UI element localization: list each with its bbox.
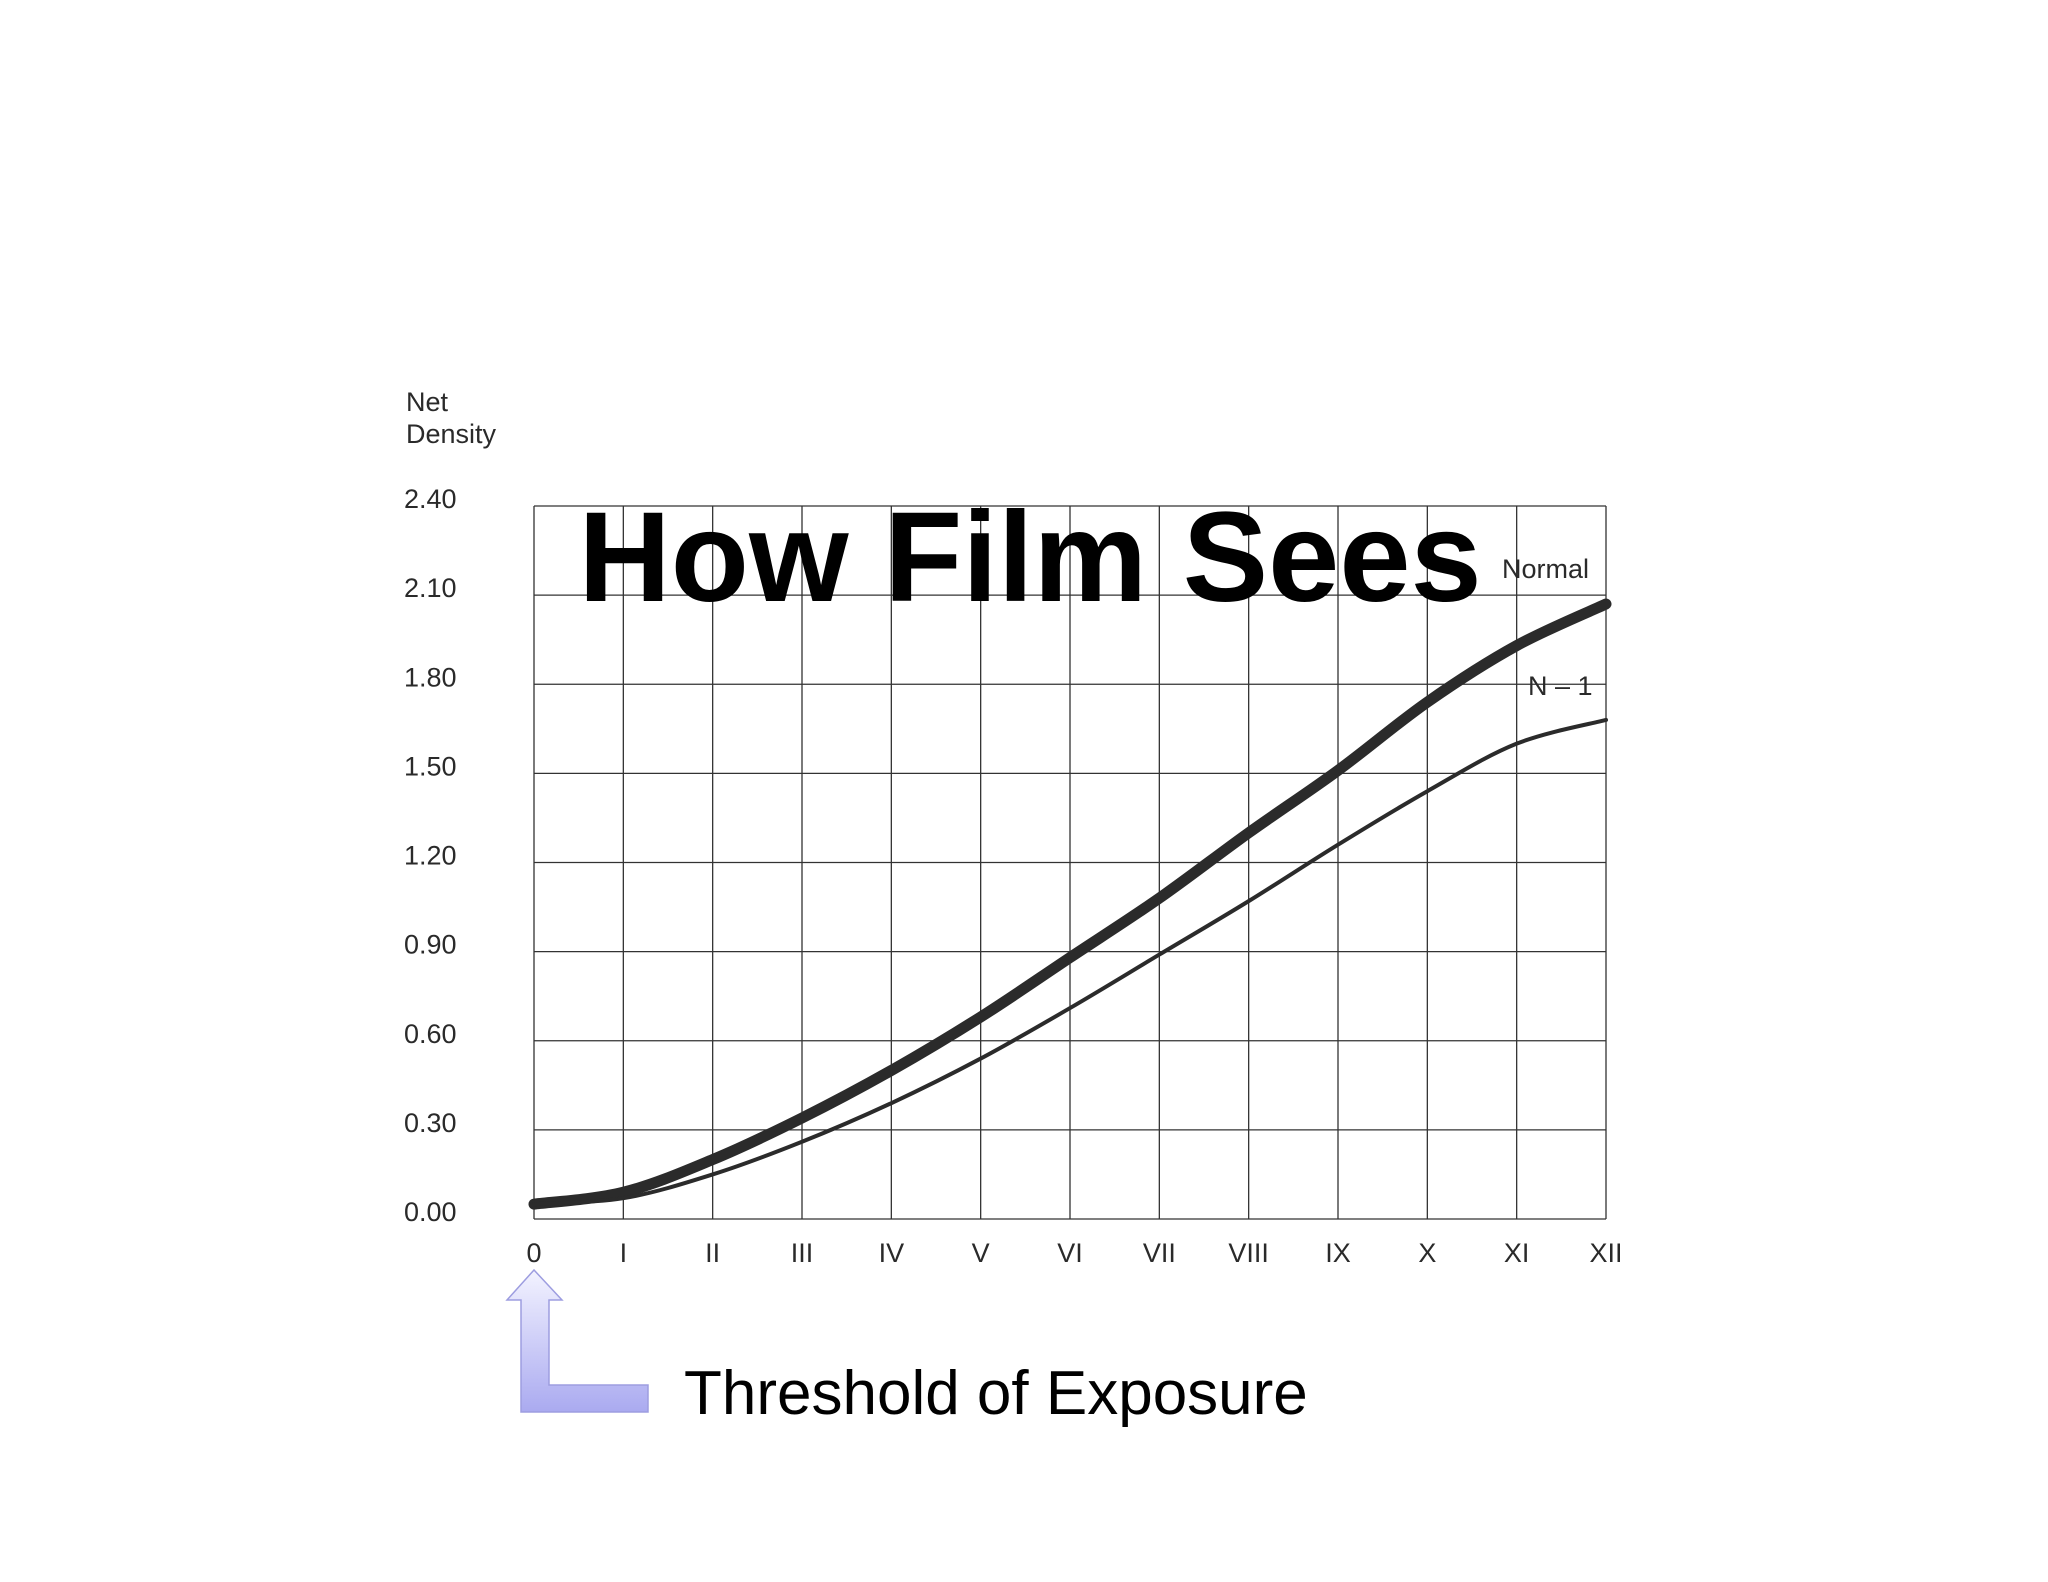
y-axis-title-line-1: Net <box>406 387 449 417</box>
x-tick-label: XII <box>1589 1238 1622 1268</box>
chart-title: How Film Sees <box>578 486 1481 629</box>
density-chart: Net Density 0.00 0.30 0.60 0.90 1.20 1.50 1.80… <box>404 387 1623 1268</box>
x-tick-label: X <box>1418 1238 1436 1268</box>
series-lines <box>528 598 1612 1210</box>
y-tick-label: 1.80 <box>404 662 457 692</box>
threshold-caption: Threshold of Exposure <box>684 1359 1308 1428</box>
x-tick-label: IX <box>1325 1238 1351 1268</box>
y-tick-label: 0.00 <box>404 1197 457 1227</box>
series-line-n-minus-1 <box>532 717 1608 1207</box>
x-tick-label: VIII <box>1228 1238 1269 1268</box>
series-line-normal <box>528 598 1612 1210</box>
series-label-n-minus-1: N – 1 <box>1528 671 1593 701</box>
y-tick-label: 1.50 <box>404 751 457 781</box>
x-tick-label: XI <box>1504 1238 1530 1268</box>
y-tick-labels: 0.00 0.30 0.60 0.90 1.20 1.50 1.80 2.10 2.40 <box>404 484 457 1227</box>
y-axis-title-line-2: Density <box>406 419 497 449</box>
y-tick-label: 0.60 <box>404 1019 457 1049</box>
x-tick-label: IV <box>879 1238 905 1268</box>
x-tick-label: III <box>791 1238 814 1268</box>
y-tick-label: 0.30 <box>404 1108 457 1138</box>
x-tick-label: II <box>705 1238 720 1268</box>
x-tick-label: VII <box>1143 1238 1176 1268</box>
y-tick-label: 2.10 <box>404 573 457 603</box>
y-tick-label: 0.90 <box>404 930 457 960</box>
up-arrow-icon <box>505 1268 649 1413</box>
x-tick-label: I <box>620 1238 628 1268</box>
y-tick-label: 2.40 <box>404 484 457 514</box>
x-tick-label: VI <box>1057 1238 1083 1268</box>
series-label-normal: Normal <box>1502 554 1589 584</box>
y-tick-label: 1.20 <box>404 841 457 871</box>
x-tick-label: 0 <box>526 1238 541 1268</box>
x-tick-labels: 0 I II III IV V VI VII VIII IX X XI XII <box>526 1238 1622 1268</box>
x-tick-label: V <box>972 1238 990 1268</box>
